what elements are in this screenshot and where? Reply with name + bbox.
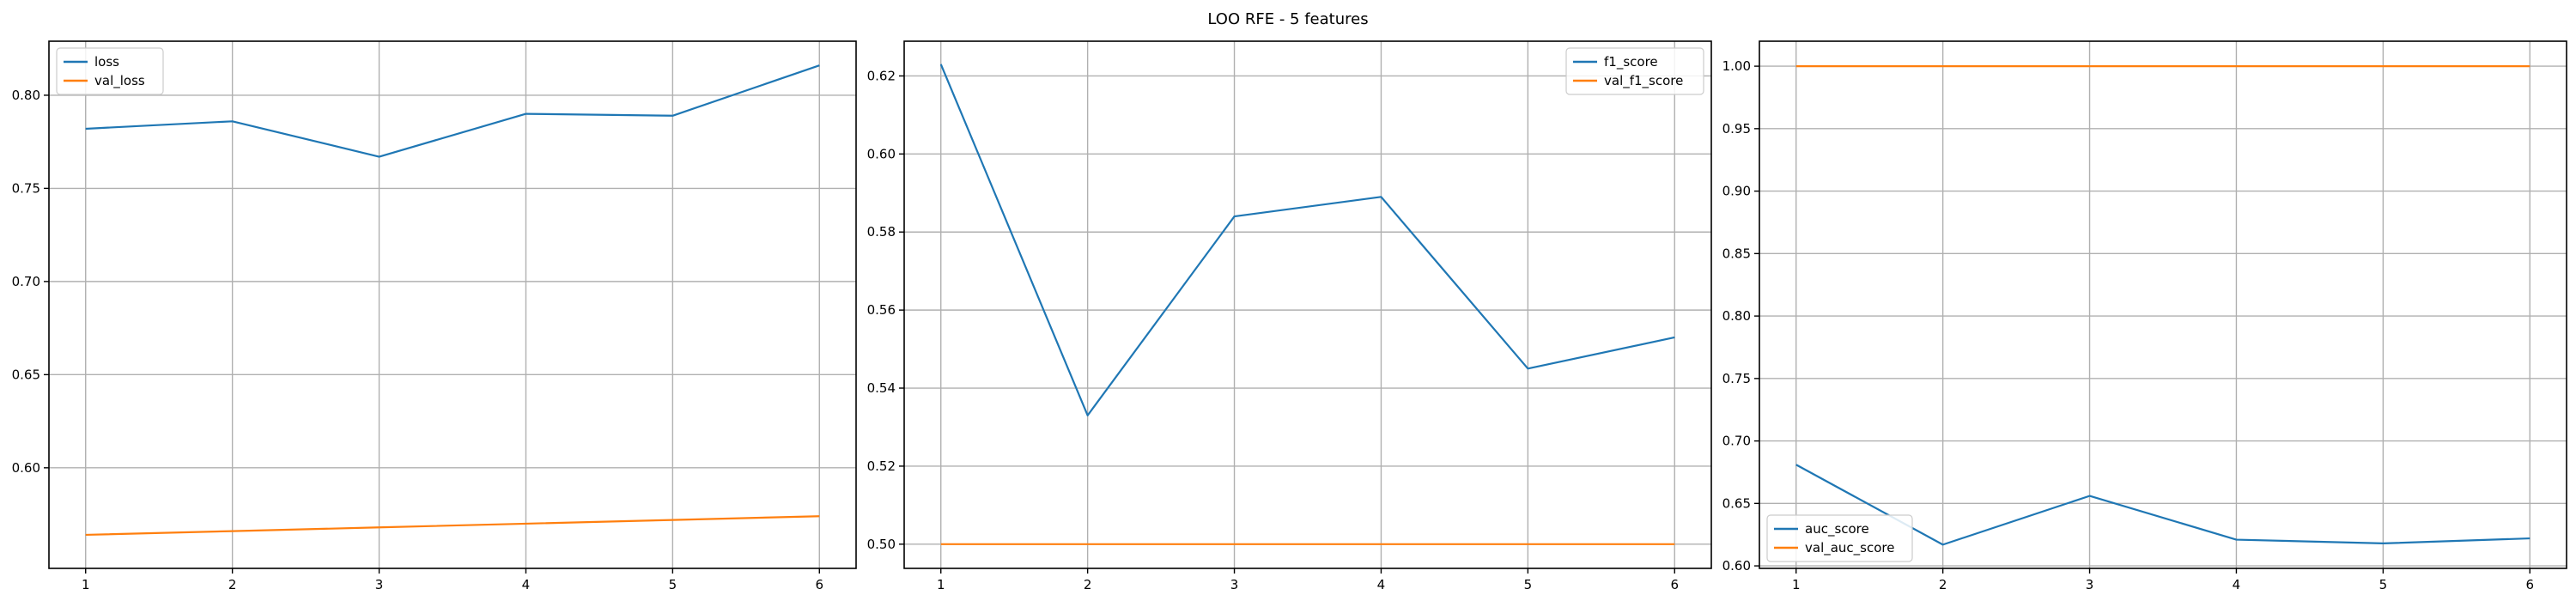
series-line-auc-score xyxy=(1795,464,2530,546)
x-tick-label: 2 xyxy=(1939,577,1947,592)
legend: f1_score val_f1_score xyxy=(1565,47,1704,95)
f1-score-subplot: 1 2 3 4 5 6 0.50 0.52 0.54 0.56 0.58 0.60 0.62 f1_sco… xyxy=(867,40,1712,592)
legend-label-val-f1-score: val_f1_score xyxy=(1604,73,1683,89)
x-tick-label: 1 xyxy=(1792,577,1801,592)
x-tick-label: 3 xyxy=(375,577,384,592)
legend-box xyxy=(1565,47,1704,95)
y-tick-label: 0.56 xyxy=(867,302,896,318)
y-tick-label: 0.75 xyxy=(12,180,40,196)
series-line-loss xyxy=(85,64,820,158)
legend-label-auc-score: auc_score xyxy=(1805,521,1869,537)
y-tick-label: 0.60 xyxy=(1722,558,1751,574)
y-tick-label: 0.65 xyxy=(1722,495,1751,511)
y-tick-label: 1.00 xyxy=(1722,58,1751,74)
x-tick-label: 1 xyxy=(82,577,90,592)
y-tick-label: 0.58 xyxy=(867,224,896,240)
axes-frame xyxy=(1759,40,2567,569)
x-tick-label: 5 xyxy=(669,577,677,592)
x-tick-label: 2 xyxy=(1084,577,1092,592)
y-tick-label: 0.52 xyxy=(867,458,896,474)
x-tick-label: 3 xyxy=(1230,577,1239,592)
figure-title: LOO RFE - 5 features xyxy=(1207,10,1368,28)
x-tick-label: 5 xyxy=(1524,577,1533,592)
x-tick-label: 6 xyxy=(815,577,823,592)
y-tick-label: 0.70 xyxy=(1722,434,1751,449)
y-tick-label: 0.60 xyxy=(12,460,40,476)
x-tick-label: 1 xyxy=(937,577,945,592)
y-tick-label: 0.85 xyxy=(1722,246,1751,261)
y-tick-label: 0.95 xyxy=(1722,121,1751,137)
axes-frame xyxy=(903,40,1712,569)
y-tick-label: 0.75 xyxy=(1722,371,1751,386)
legend-box xyxy=(1766,514,1913,562)
legend-label-f1-score: f1_score xyxy=(1604,54,1658,70)
x-tick-label: 4 xyxy=(1377,577,1386,592)
legend-label-val-loss: val_loss xyxy=(94,73,145,89)
y-tick-label: 0.62 xyxy=(867,68,896,83)
x-tick-label: 4 xyxy=(2233,577,2241,592)
x-tick-label: 6 xyxy=(1670,577,1679,592)
legend: loss val_loss xyxy=(56,47,164,95)
x-tick-label: 2 xyxy=(228,577,237,592)
y-tick-label: 0.90 xyxy=(1722,184,1751,199)
legend-box xyxy=(56,47,164,95)
y-tick-label: 0.70 xyxy=(12,274,40,289)
x-tick-label: 5 xyxy=(2379,577,2388,592)
auc-score-subplot: 1 2 3 4 5 6 0.60 0.65 0.70 0.75 0.80 0.85 0.90 0.95 1.… xyxy=(1722,40,2567,592)
y-tick-label: 0.80 xyxy=(12,88,40,103)
x-tick-label: 3 xyxy=(2086,577,2094,592)
y-tick-label: 0.60 xyxy=(867,146,896,161)
legend-label-loss: loss xyxy=(94,54,119,70)
y-tick-label: 0.65 xyxy=(12,367,40,382)
axes-frame xyxy=(48,40,857,569)
legend-label-val-auc-score: val_auc_score xyxy=(1805,540,1895,556)
loss-subplot: 1 2 3 4 5 6 0.60 0.65 0.70 0.75 0.80 loss val_loss xyxy=(12,40,857,592)
legend: auc_score val_auc_score xyxy=(1766,514,1913,562)
series-line-val-loss xyxy=(85,515,820,537)
y-tick-label: 0.80 xyxy=(1722,308,1751,324)
y-tick-label: 0.54 xyxy=(867,380,896,396)
series-line-f1-score xyxy=(939,64,1675,416)
x-tick-label: 4 xyxy=(522,577,531,592)
y-tick-label: 0.50 xyxy=(867,537,896,552)
x-tick-label: 6 xyxy=(2525,577,2534,592)
